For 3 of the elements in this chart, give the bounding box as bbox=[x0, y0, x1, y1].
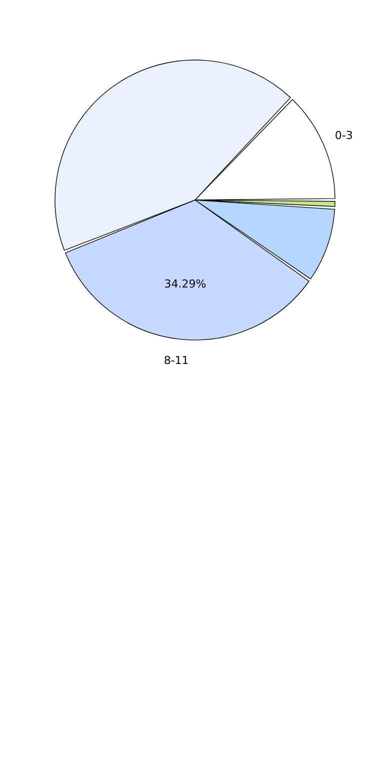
slice-label: 0-3 bbox=[334, 129, 353, 142]
slice-label: 8-11 bbox=[164, 354, 189, 367]
data-label: 34.29% bbox=[164, 277, 206, 290]
